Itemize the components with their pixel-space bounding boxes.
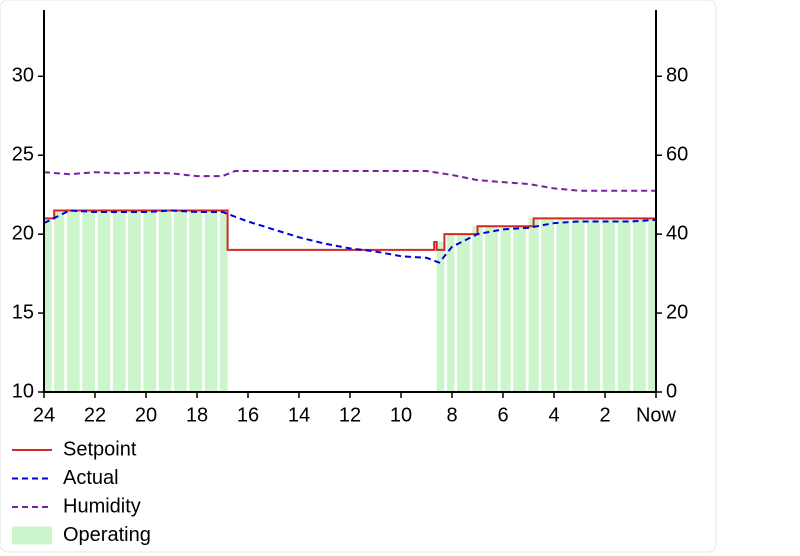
legend-label: Operating [63, 524, 151, 546]
operating-bar [174, 210, 187, 392]
operating-bar [485, 226, 498, 392]
operating-bar [128, 210, 141, 392]
operating-bar [189, 210, 203, 392]
operating-bar [500, 226, 511, 392]
y2-tick-label: 80 [666, 65, 688, 87]
operating-bar [446, 234, 455, 392]
legend-label: Humidity [63, 495, 141, 517]
y2-tick-label: 40 [666, 222, 688, 244]
operating-bar [97, 210, 111, 392]
operating-bar [54, 210, 65, 392]
x-tick-label: 16 [237, 404, 259, 426]
operating-bar [436, 242, 445, 392]
x-tick-label: 12 [339, 404, 361, 426]
series-line [43, 170, 656, 192]
x-tick-label: 4 [548, 404, 559, 426]
operating-bar [457, 234, 470, 392]
y-tick-label: 10 [12, 380, 34, 402]
x-tick-label: 24 [33, 404, 55, 426]
operating-bar [219, 210, 228, 392]
y2-tick-label: 60 [666, 144, 688, 166]
operating-bar [472, 226, 483, 392]
x-tick-label: 2 [599, 404, 610, 426]
x-tick-label: 14 [288, 404, 310, 426]
legend-swatch [12, 526, 52, 545]
x-tick-label: 22 [84, 404, 106, 426]
x-tick-label: 20 [135, 404, 157, 426]
y-tick-label: 15 [12, 301, 34, 323]
operating-bar [158, 210, 172, 392]
operating-bar [556, 218, 570, 392]
operating-bar [44, 218, 52, 392]
x-tick-label: 8 [446, 404, 457, 426]
operating-bar [571, 218, 585, 392]
legend-label: Actual [63, 467, 119, 489]
x-tick-label: Now [636, 404, 677, 426]
x-tick-label: 10 [390, 404, 412, 426]
x-tick-label: 6 [497, 404, 508, 426]
operating-bar [204, 210, 218, 392]
card [0, 0, 717, 553]
operating-bar [528, 218, 539, 392]
operating-bar [602, 218, 616, 392]
operating-bar [633, 218, 646, 392]
y-tick-label: 30 [12, 65, 34, 87]
y-tick-label: 25 [12, 144, 34, 166]
operating-bar [587, 218, 600, 392]
operating-bar [513, 226, 526, 392]
operating-bar [617, 218, 631, 392]
y-tick-label: 20 [12, 222, 34, 244]
y2-tick-label: 20 [666, 301, 688, 323]
operating-bar [82, 210, 95, 392]
operating-bar [143, 210, 157, 392]
operating-bar [112, 210, 126, 392]
x-tick-label: 18 [186, 404, 208, 426]
operating-bar [541, 218, 554, 392]
legend-label: Setpoint [63, 438, 137, 460]
series-line [44, 209, 656, 251]
operating-bar [66, 210, 80, 392]
operating-bar [648, 218, 656, 392]
y2-tick-label: 0 [666, 380, 677, 402]
